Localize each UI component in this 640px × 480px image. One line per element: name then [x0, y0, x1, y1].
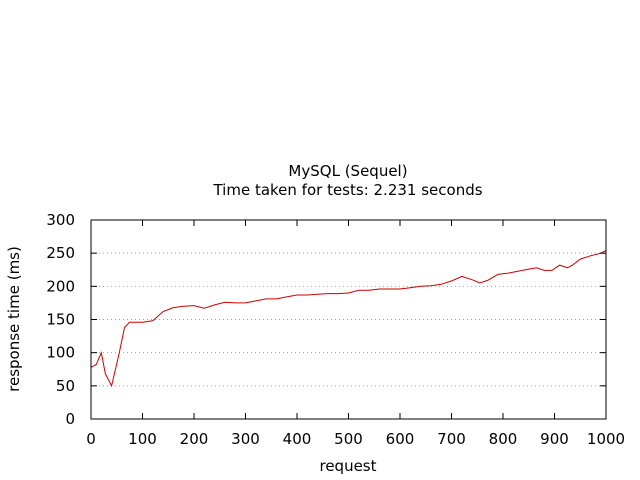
x-tick-label: 0	[86, 430, 96, 448]
y-tick-label: 250	[46, 244, 75, 262]
data-point	[307, 294, 308, 295]
data-point	[142, 322, 143, 323]
x-tick-label: 300	[231, 430, 260, 448]
data-point	[173, 307, 174, 308]
data-point	[214, 304, 215, 305]
x-tick-label: 600	[386, 430, 415, 448]
data-point	[96, 364, 97, 365]
data-point	[580, 259, 581, 260]
data-point	[497, 274, 498, 275]
data-point	[129, 322, 130, 323]
data-point	[567, 267, 568, 268]
chart-subtitle: Time taken for tests: 2.231 seconds	[212, 181, 482, 199]
data-point	[487, 280, 488, 281]
data-point	[194, 305, 195, 306]
data-point	[235, 302, 236, 303]
data-point	[518, 271, 519, 272]
data-point	[124, 327, 125, 328]
y-tick-label: 200	[46, 277, 75, 295]
data-point	[224, 302, 225, 303]
x-tick-label: 900	[540, 430, 569, 448]
data-point	[266, 298, 267, 299]
data-point	[369, 290, 370, 291]
data-point	[255, 300, 256, 301]
x-tick-label: 200	[180, 430, 209, 448]
tick-layer: 0 50 100 150 200 250 300 0 100 200 300 400 500 600 700…	[46, 211, 625, 448]
data-point	[348, 292, 349, 293]
data-point	[152, 320, 153, 321]
data-point	[400, 288, 401, 289]
data-point	[410, 287, 411, 288]
data-point	[245, 302, 246, 303]
y-tick-label: 100	[46, 344, 75, 362]
x-axis-label: request	[319, 457, 376, 475]
data-point	[105, 373, 106, 374]
data-point	[430, 285, 431, 286]
data-point	[297, 294, 298, 295]
y-tick-label: 150	[46, 311, 75, 329]
data-point	[183, 306, 184, 307]
y-tick-label: 50	[56, 377, 75, 395]
data-point	[389, 288, 390, 289]
data-point	[559, 265, 560, 266]
series-line	[90, 250, 607, 388]
data-point	[441, 284, 442, 285]
chart-title: MySQL (Sequel)	[288, 162, 407, 180]
data-point	[276, 298, 277, 299]
data-point	[572, 265, 573, 266]
data-point	[111, 385, 112, 386]
data-point	[508, 273, 509, 274]
series-layer	[90, 250, 607, 388]
data-point	[358, 290, 359, 291]
data-point	[317, 294, 318, 295]
data-point	[461, 276, 462, 277]
x-tick-label: 700	[437, 430, 466, 448]
data-point	[551, 270, 552, 271]
data-point	[544, 270, 545, 271]
data-point	[590, 255, 591, 256]
data-point	[204, 308, 205, 309]
x-tick-label: 400	[283, 430, 312, 448]
y-tick-label: 0	[65, 410, 75, 428]
y-axis-label: response time (ms)	[5, 246, 23, 392]
gridlines	[91, 252, 606, 387]
plot-frame	[90, 219, 607, 420]
data-point	[101, 352, 102, 353]
data-point	[163, 311, 164, 312]
data-point	[472, 279, 473, 280]
data-point	[338, 293, 339, 294]
data-point	[327, 293, 328, 294]
x-tick-label: 100	[128, 430, 157, 448]
data-point	[479, 283, 480, 284]
data-point	[286, 296, 287, 297]
data-point	[420, 286, 421, 287]
data-point	[536, 267, 537, 268]
data-point	[379, 288, 380, 289]
x-tick-label: 500	[334, 430, 363, 448]
y-tick-label: 300	[46, 211, 75, 229]
x-tick-label: 1000	[587, 430, 625, 448]
data-point	[119, 352, 120, 353]
x-tick-label: 800	[489, 430, 518, 448]
data-point	[451, 281, 452, 282]
data-point	[528, 269, 529, 270]
